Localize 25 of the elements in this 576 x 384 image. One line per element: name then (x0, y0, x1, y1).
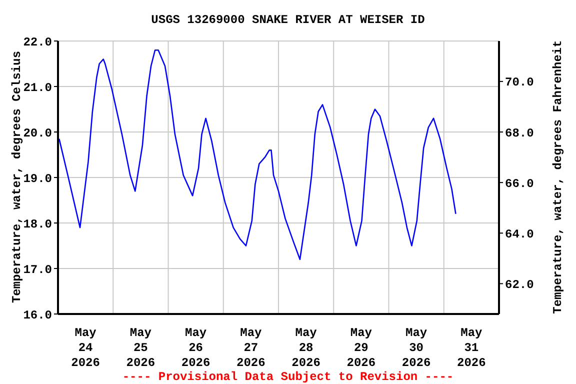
x-tick-label: May 31 2026 (457, 326, 486, 370)
y2-tick-label: 70.0 (505, 76, 534, 90)
y2-axis-title: Temperature, water, degrees Fahrenheit (551, 40, 565, 314)
x-tick-label: May 29 2026 (346, 326, 376, 370)
y-tick-label: 16.0 (23, 308, 52, 322)
y-tick-label: 22.0 (23, 35, 52, 50)
x-tick-label: May 24 2026 (71, 326, 100, 370)
y-tick-label: 19.0 (23, 172, 52, 186)
y-tick-label: 17.0 (23, 262, 52, 277)
y-tick-label: 18.0 (23, 217, 52, 232)
x-tick-label: May 30 2026 (402, 326, 431, 370)
x-tick-label: May 25 2026 (126, 326, 156, 370)
x-tick-label: May 28 2026 (292, 326, 320, 370)
chart-title: USGS 13269000 SNAKE RIVER AT WEISER ID (151, 13, 425, 27)
y2-tick-label: 68.0 (505, 126, 534, 140)
y-axis-title: Temperature, water, degrees Celsius (10, 50, 24, 304)
y2-tick-label: 62.0 (505, 278, 534, 292)
y-tick-label: 20.0 (23, 126, 52, 140)
x-tick-label: May 26 2026 (181, 326, 210, 370)
y-tick-label: 21.0 (23, 80, 52, 95)
line-series (58, 49, 456, 260)
x-tick-label: May 27 2026 (236, 326, 266, 370)
y2-tick-label: 64.0 (505, 227, 534, 242)
y2-tick-label: 66.0 (505, 176, 534, 191)
text: ---- Provisional Data Subject to Revision ---- (122, 370, 454, 384)
